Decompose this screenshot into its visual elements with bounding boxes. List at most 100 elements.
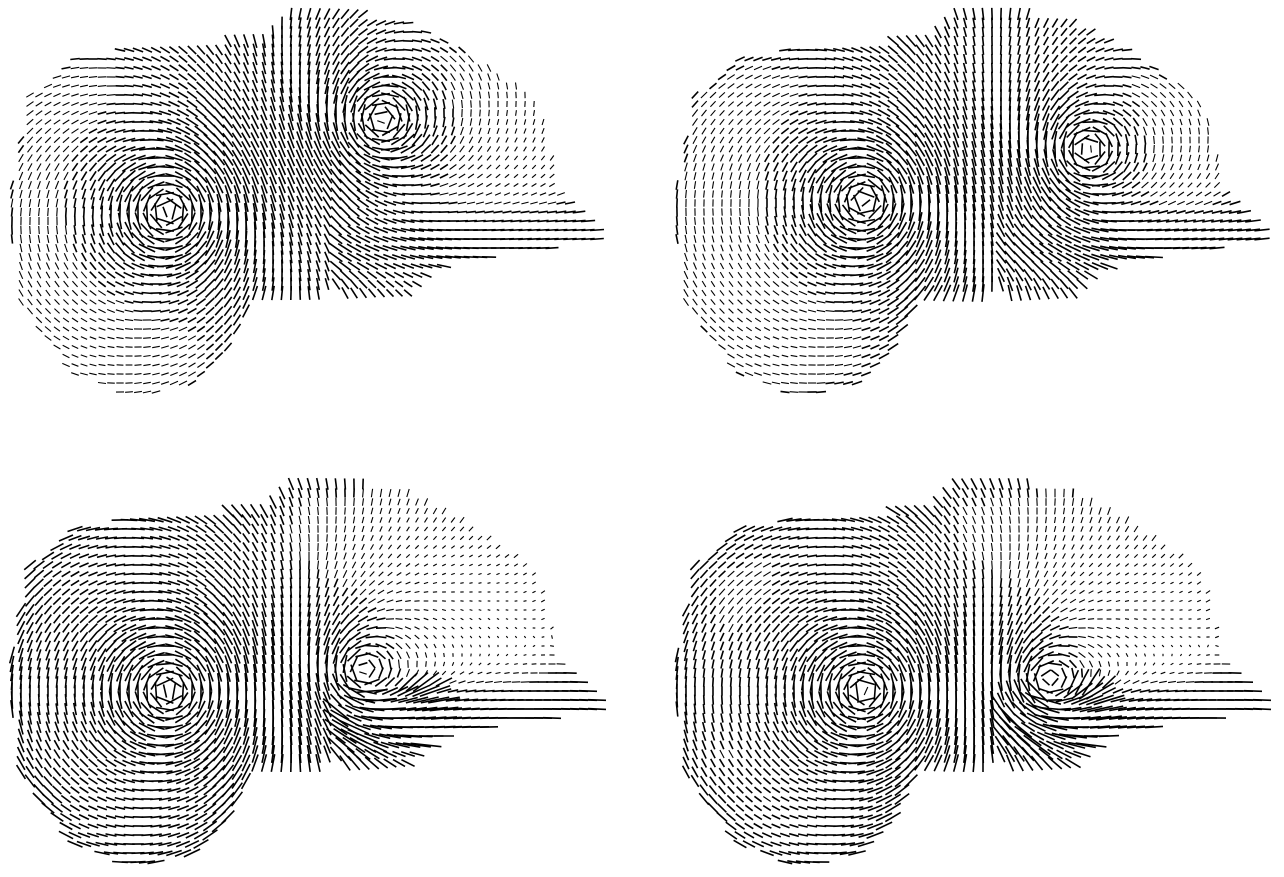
vector-arrow <box>470 82 473 89</box>
vector-arrow <box>721 155 724 162</box>
vector-arrow <box>369 669 375 678</box>
vector-arrow <box>341 605 348 614</box>
vector-arrow <box>729 300 734 305</box>
vector-arrow <box>71 76 79 78</box>
vector-arrow <box>107 262 115 269</box>
vector-arrow <box>524 591 527 592</box>
vector-arrow <box>524 582 527 584</box>
vector-arrow <box>99 328 106 330</box>
vector-arrow <box>1197 173 1200 178</box>
vector-arrow <box>89 373 96 375</box>
vector-arrow <box>143 373 150 374</box>
vector-arrow <box>334 587 338 596</box>
vector-arrow <box>1114 162 1123 173</box>
vector-arrow <box>477 193 484 196</box>
vector-arrow <box>431 145 439 153</box>
vector-arrow <box>63 354 70 357</box>
vector-arrow <box>728 93 734 98</box>
vector-arrow <box>81 318 87 322</box>
vector-arrow <box>424 555 428 558</box>
vector-arrow <box>757 226 759 234</box>
vector-arrow <box>1205 192 1211 196</box>
vector-arrow <box>72 146 78 152</box>
vector-arrow <box>442 82 447 90</box>
vector-arrow <box>424 582 428 583</box>
vector-arrow <box>315 701 321 718</box>
vector-arrow <box>359 663 368 666</box>
vector-arrow <box>415 582 420 584</box>
vector-arrow <box>1162 119 1165 126</box>
vector-arrow <box>353 553 356 559</box>
vector-arrow <box>755 300 760 304</box>
vector-arrow <box>449 47 456 52</box>
vector-arrow <box>433 555 437 557</box>
vector-arrow <box>1162 154 1164 161</box>
vector-arrow <box>132 658 144 671</box>
vector-arrow <box>133 301 143 302</box>
vector-arrow <box>90 355 97 357</box>
vector-arrow <box>19 290 23 297</box>
vector-arrow <box>488 618 490 619</box>
vector-arrow <box>188 318 196 323</box>
vector-arrow <box>685 244 687 252</box>
vector-arrow <box>843 67 853 70</box>
vector-arrow <box>756 137 761 143</box>
vector-arrow <box>197 371 205 376</box>
vector-arrow <box>861 301 872 304</box>
vector-arrow <box>243 638 249 655</box>
vector-arrow <box>765 235 769 243</box>
vector-arrow <box>197 73 205 81</box>
vector-arrow <box>107 253 115 262</box>
vector-arrow <box>457 212 467 213</box>
vector-arrow <box>352 580 357 587</box>
vector-arrow <box>496 573 499 574</box>
vector-arrow <box>362 526 364 532</box>
vector-arrow <box>515 582 518 583</box>
vector-arrow <box>888 317 899 324</box>
vector-arrow <box>412 57 422 60</box>
vector-arrow <box>747 272 751 278</box>
vector-arrow <box>415 545 418 548</box>
vector-arrow <box>89 85 97 86</box>
vector-arrow <box>54 345 61 349</box>
vector-arrow <box>224 325 231 334</box>
vector-arrow <box>727 66 736 71</box>
vector-arrow <box>188 308 197 313</box>
vector-arrow <box>451 671 455 674</box>
vector-arrow <box>80 85 88 87</box>
vector-arrow <box>47 190 49 198</box>
vector-arrow <box>767 207 768 216</box>
vector-arrow <box>62 67 71 69</box>
vector-arrow <box>37 272 40 279</box>
vector-arrow <box>36 614 43 624</box>
vector-arrow <box>505 174 509 177</box>
vector-arrow <box>251 159 258 175</box>
vector-arrow <box>188 381 196 386</box>
vector-arrow <box>935 63 941 73</box>
vector-arrow <box>1195 201 1203 204</box>
vector-arrow <box>433 508 436 514</box>
vector-arrow <box>552 635 553 638</box>
vector-arrow <box>434 644 436 648</box>
vector-arrow <box>333 9 340 19</box>
vector-arrow <box>176 703 190 715</box>
vector-arrow <box>80 129 87 134</box>
vector-arrow <box>1070 29 1077 36</box>
vector-arrow <box>72 632 78 641</box>
vector-arrow <box>973 45 975 55</box>
vector-arrow <box>125 329 133 330</box>
vector-arrow <box>906 108 915 118</box>
vector-arrow <box>487 672 492 673</box>
vector-arrow <box>1152 173 1157 180</box>
vector-arrow <box>1151 101 1156 107</box>
vector-arrow <box>197 335 204 340</box>
vector-arrow <box>54 327 60 331</box>
vector-arrow <box>746 102 752 107</box>
vector-arrow <box>738 309 743 313</box>
vector-arrow <box>71 580 79 585</box>
vector-arrow <box>799 153 807 162</box>
vector-arrow <box>693 290 697 296</box>
vector-arrow <box>1151 192 1158 197</box>
vector-arrow <box>151 47 161 52</box>
vector-arrow <box>748 163 751 171</box>
